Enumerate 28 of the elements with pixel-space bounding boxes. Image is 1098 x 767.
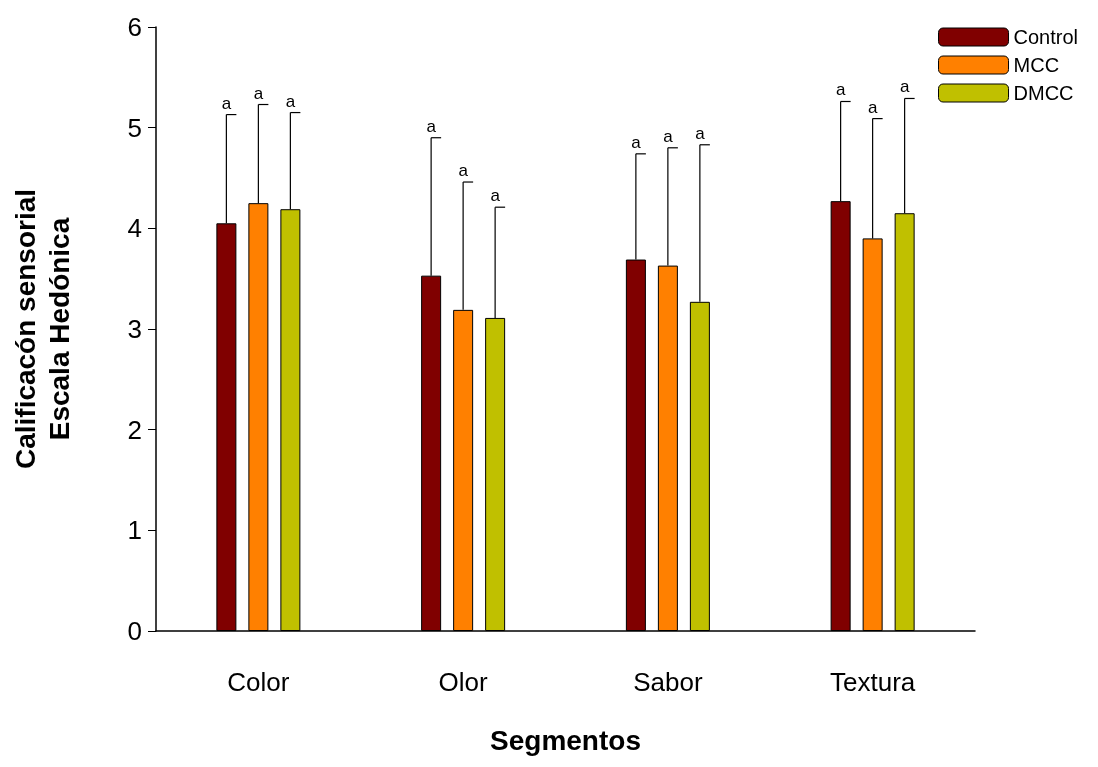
- annotation: a: [253, 83, 264, 103]
- x-tick-label: Color: [227, 667, 290, 697]
- x-axis-title: Segmentos: [490, 724, 641, 756]
- y-tick-label: 6: [127, 12, 142, 42]
- annotation: a: [490, 186, 501, 206]
- x-tick-label: Sabor: [633, 667, 703, 697]
- annotation: a: [835, 80, 846, 100]
- legend-label: Control: [1013, 26, 1079, 48]
- y-tick-label: 3: [127, 314, 142, 344]
- annotation: a: [631, 132, 642, 152]
- y-tick-label: 5: [127, 112, 142, 143]
- annotation: a: [458, 161, 469, 181]
- y-tick-label: 0: [127, 616, 142, 646]
- legend-label: MCC: [1013, 54, 1060, 76]
- x-tick-label: Olor: [438, 667, 489, 697]
- legend-label: DMCC: [1013, 82, 1074, 104]
- x-tick-label: Textura: [829, 667, 916, 697]
- y-tick-label: 1: [127, 515, 142, 546]
- y-axis-title: Calificacón sensorial Escala Hedónica: [9, 188, 75, 470]
- annotation: a: [426, 116, 437, 136]
- y-tick-label: 4: [127, 213, 142, 244]
- annotation: a: [899, 77, 910, 97]
- annotation: a: [695, 123, 706, 143]
- annotation: a: [867, 97, 878, 117]
- annotation: a: [221, 93, 232, 113]
- y-tick-label: 2: [127, 414, 142, 445]
- annotation: a: [663, 126, 674, 146]
- annotation: a: [285, 91, 296, 111]
